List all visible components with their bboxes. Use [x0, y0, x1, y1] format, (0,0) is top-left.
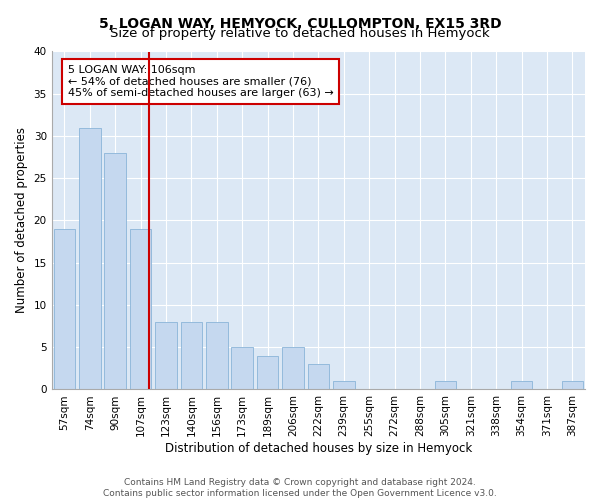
Bar — [308, 364, 329, 390]
Text: Size of property relative to detached houses in Hemyock: Size of property relative to detached ho… — [110, 28, 490, 40]
Text: 5 LOGAN WAY: 106sqm
← 54% of detached houses are smaller (76)
45% of semi-detach: 5 LOGAN WAY: 106sqm ← 54% of detached ho… — [68, 65, 334, 98]
Text: Contains HM Land Registry data © Crown copyright and database right 2024.
Contai: Contains HM Land Registry data © Crown c… — [103, 478, 497, 498]
Bar — [434, 381, 456, 390]
Bar — [257, 356, 278, 390]
X-axis label: Distribution of detached houses by size in Hemyock: Distribution of detached houses by size … — [165, 442, 472, 455]
Bar — [104, 153, 126, 390]
Y-axis label: Number of detached properties: Number of detached properties — [15, 128, 28, 314]
Bar — [155, 322, 177, 390]
Bar — [562, 381, 583, 390]
Bar — [53, 229, 75, 390]
Bar — [232, 347, 253, 390]
Bar — [333, 381, 355, 390]
Bar — [181, 322, 202, 390]
Bar — [130, 229, 151, 390]
Bar — [511, 381, 532, 390]
Bar — [79, 128, 101, 390]
Text: 5, LOGAN WAY, HEMYOCK, CULLOMPTON, EX15 3RD: 5, LOGAN WAY, HEMYOCK, CULLOMPTON, EX15 … — [98, 18, 502, 32]
Bar — [282, 347, 304, 390]
Bar — [206, 322, 227, 390]
